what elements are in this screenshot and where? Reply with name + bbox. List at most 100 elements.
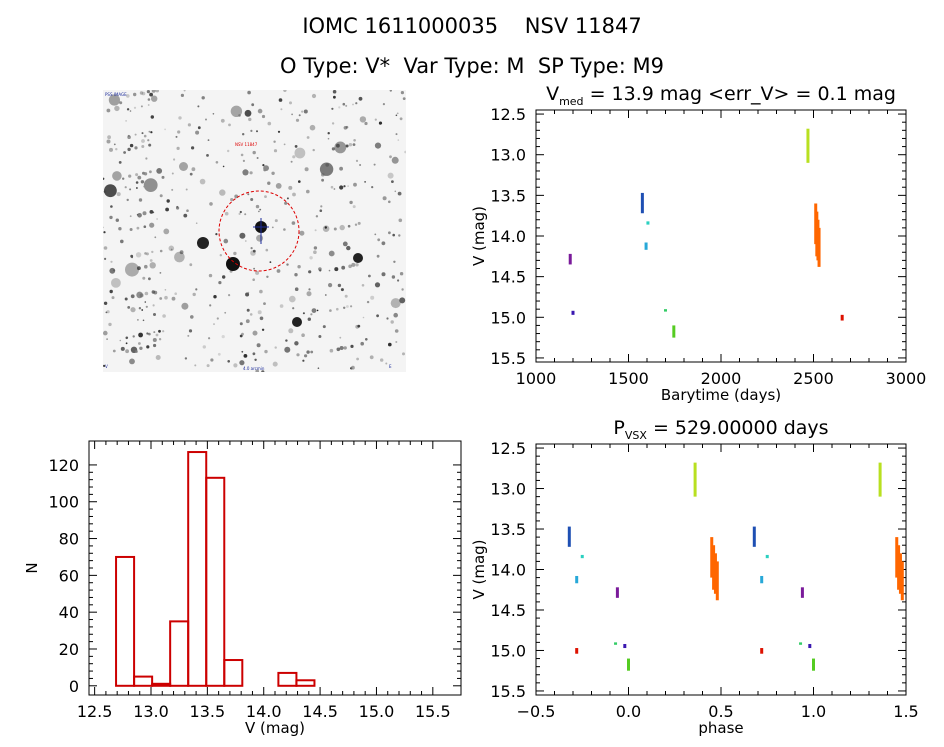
histogram-ytick-label: 80 [59, 530, 79, 549]
finder-star [360, 341, 365, 346]
finder-star [195, 130, 200, 135]
finder-star [296, 353, 300, 357]
finder-star [343, 346, 347, 350]
finder-star [310, 313, 313, 316]
finder-star [153, 313, 156, 316]
finder-star [125, 336, 129, 340]
finder-star [350, 344, 354, 348]
finder-star [291, 113, 293, 116]
finder-star [151, 90, 156, 93]
finder-star [105, 311, 108, 314]
finder-star [152, 304, 155, 307]
finder-star [373, 163, 376, 166]
histogram-ytick-label: 100 [48, 493, 79, 512]
phased-point [627, 658, 630, 671]
finder-star [285, 339, 288, 342]
finder-star [352, 143, 356, 146]
finder-star [252, 330, 258, 336]
finder-star [386, 317, 389, 320]
finder-star [166, 199, 170, 203]
finder-star [120, 346, 125, 351]
finder-star [103, 226, 104, 229]
finder-star [215, 233, 218, 236]
finder-star [197, 105, 200, 108]
finder-star [148, 130, 151, 133]
finder-star [362, 316, 365, 319]
finder-star [352, 103, 354, 106]
histogram-frame [88, 440, 462, 696]
phased-ytick-label: 13.0 [490, 480, 526, 499]
finder-star [348, 264, 352, 269]
finder-star [264, 195, 267, 198]
finder-star [291, 221, 296, 225]
finder-star [125, 342, 128, 345]
finder-star [129, 358, 135, 365]
finder-star [153, 331, 156, 334]
finder-star [136, 213, 139, 216]
finder-star [381, 272, 386, 277]
finder-star [374, 118, 377, 121]
lightcurve-xtick-label: 2000 [701, 369, 742, 388]
finder-target-circle [218, 190, 300, 272]
finder-star [398, 218, 403, 223]
finder-star [361, 284, 365, 287]
finder-star [163, 228, 170, 235]
finder-star [318, 335, 322, 338]
finder-star [125, 349, 129, 354]
finder-star [355, 102, 358, 105]
lightcurve-point [646, 221, 650, 225]
finder-star [336, 143, 340, 148]
finder-star [246, 308, 250, 312]
finder-star [141, 132, 144, 135]
finder-star [399, 297, 406, 304]
finder-star [380, 358, 384, 362]
finder-star [358, 96, 363, 101]
finder-star [241, 332, 244, 336]
finder-star-bright [292, 317, 302, 327]
finder-star [106, 338, 108, 340]
finder-star [355, 159, 359, 162]
finder-star [110, 260, 113, 263]
finder-star [301, 110, 304, 113]
finder-star [319, 162, 334, 176]
finder-star [136, 291, 143, 299]
finder-star [194, 364, 197, 367]
finder-star [149, 222, 155, 228]
finder-star [395, 133, 398, 136]
finder-star [120, 239, 124, 244]
phased-point [710, 537, 714, 578]
finder-star [164, 289, 167, 291]
finder-star [339, 166, 343, 171]
finder-star [134, 350, 138, 353]
finder-star [197, 126, 201, 130]
finder-star [224, 311, 227, 314]
finder-star [152, 338, 157, 342]
finder-star [115, 218, 119, 222]
finder-star [137, 213, 142, 218]
finder-star [183, 90, 186, 92]
finder-star [368, 274, 371, 278]
finder-star [337, 283, 342, 288]
lightcurve-ytick-label: 12.5 [490, 105, 526, 124]
phased-frame [535, 443, 907, 696]
finder-star [218, 281, 222, 285]
histogram-bar [205, 476, 226, 687]
finder-star [208, 273, 213, 278]
histogram-bar [151, 682, 172, 687]
finder-star [227, 149, 230, 153]
finder-star [219, 189, 226, 196]
finder-star [223, 238, 229, 244]
finder-star [352, 205, 356, 209]
finder-star [353, 182, 357, 187]
finder-star [135, 181, 139, 184]
histogram-bar [187, 451, 208, 687]
finder-star [209, 202, 213, 206]
finder-star [189, 263, 193, 267]
finder-star [255, 204, 260, 209]
finder-star [321, 178, 324, 182]
finder-star [222, 165, 225, 168]
finder-target-label: NSV 11847 [235, 142, 258, 147]
finder-star [351, 262, 356, 267]
finder-star [206, 364, 210, 368]
